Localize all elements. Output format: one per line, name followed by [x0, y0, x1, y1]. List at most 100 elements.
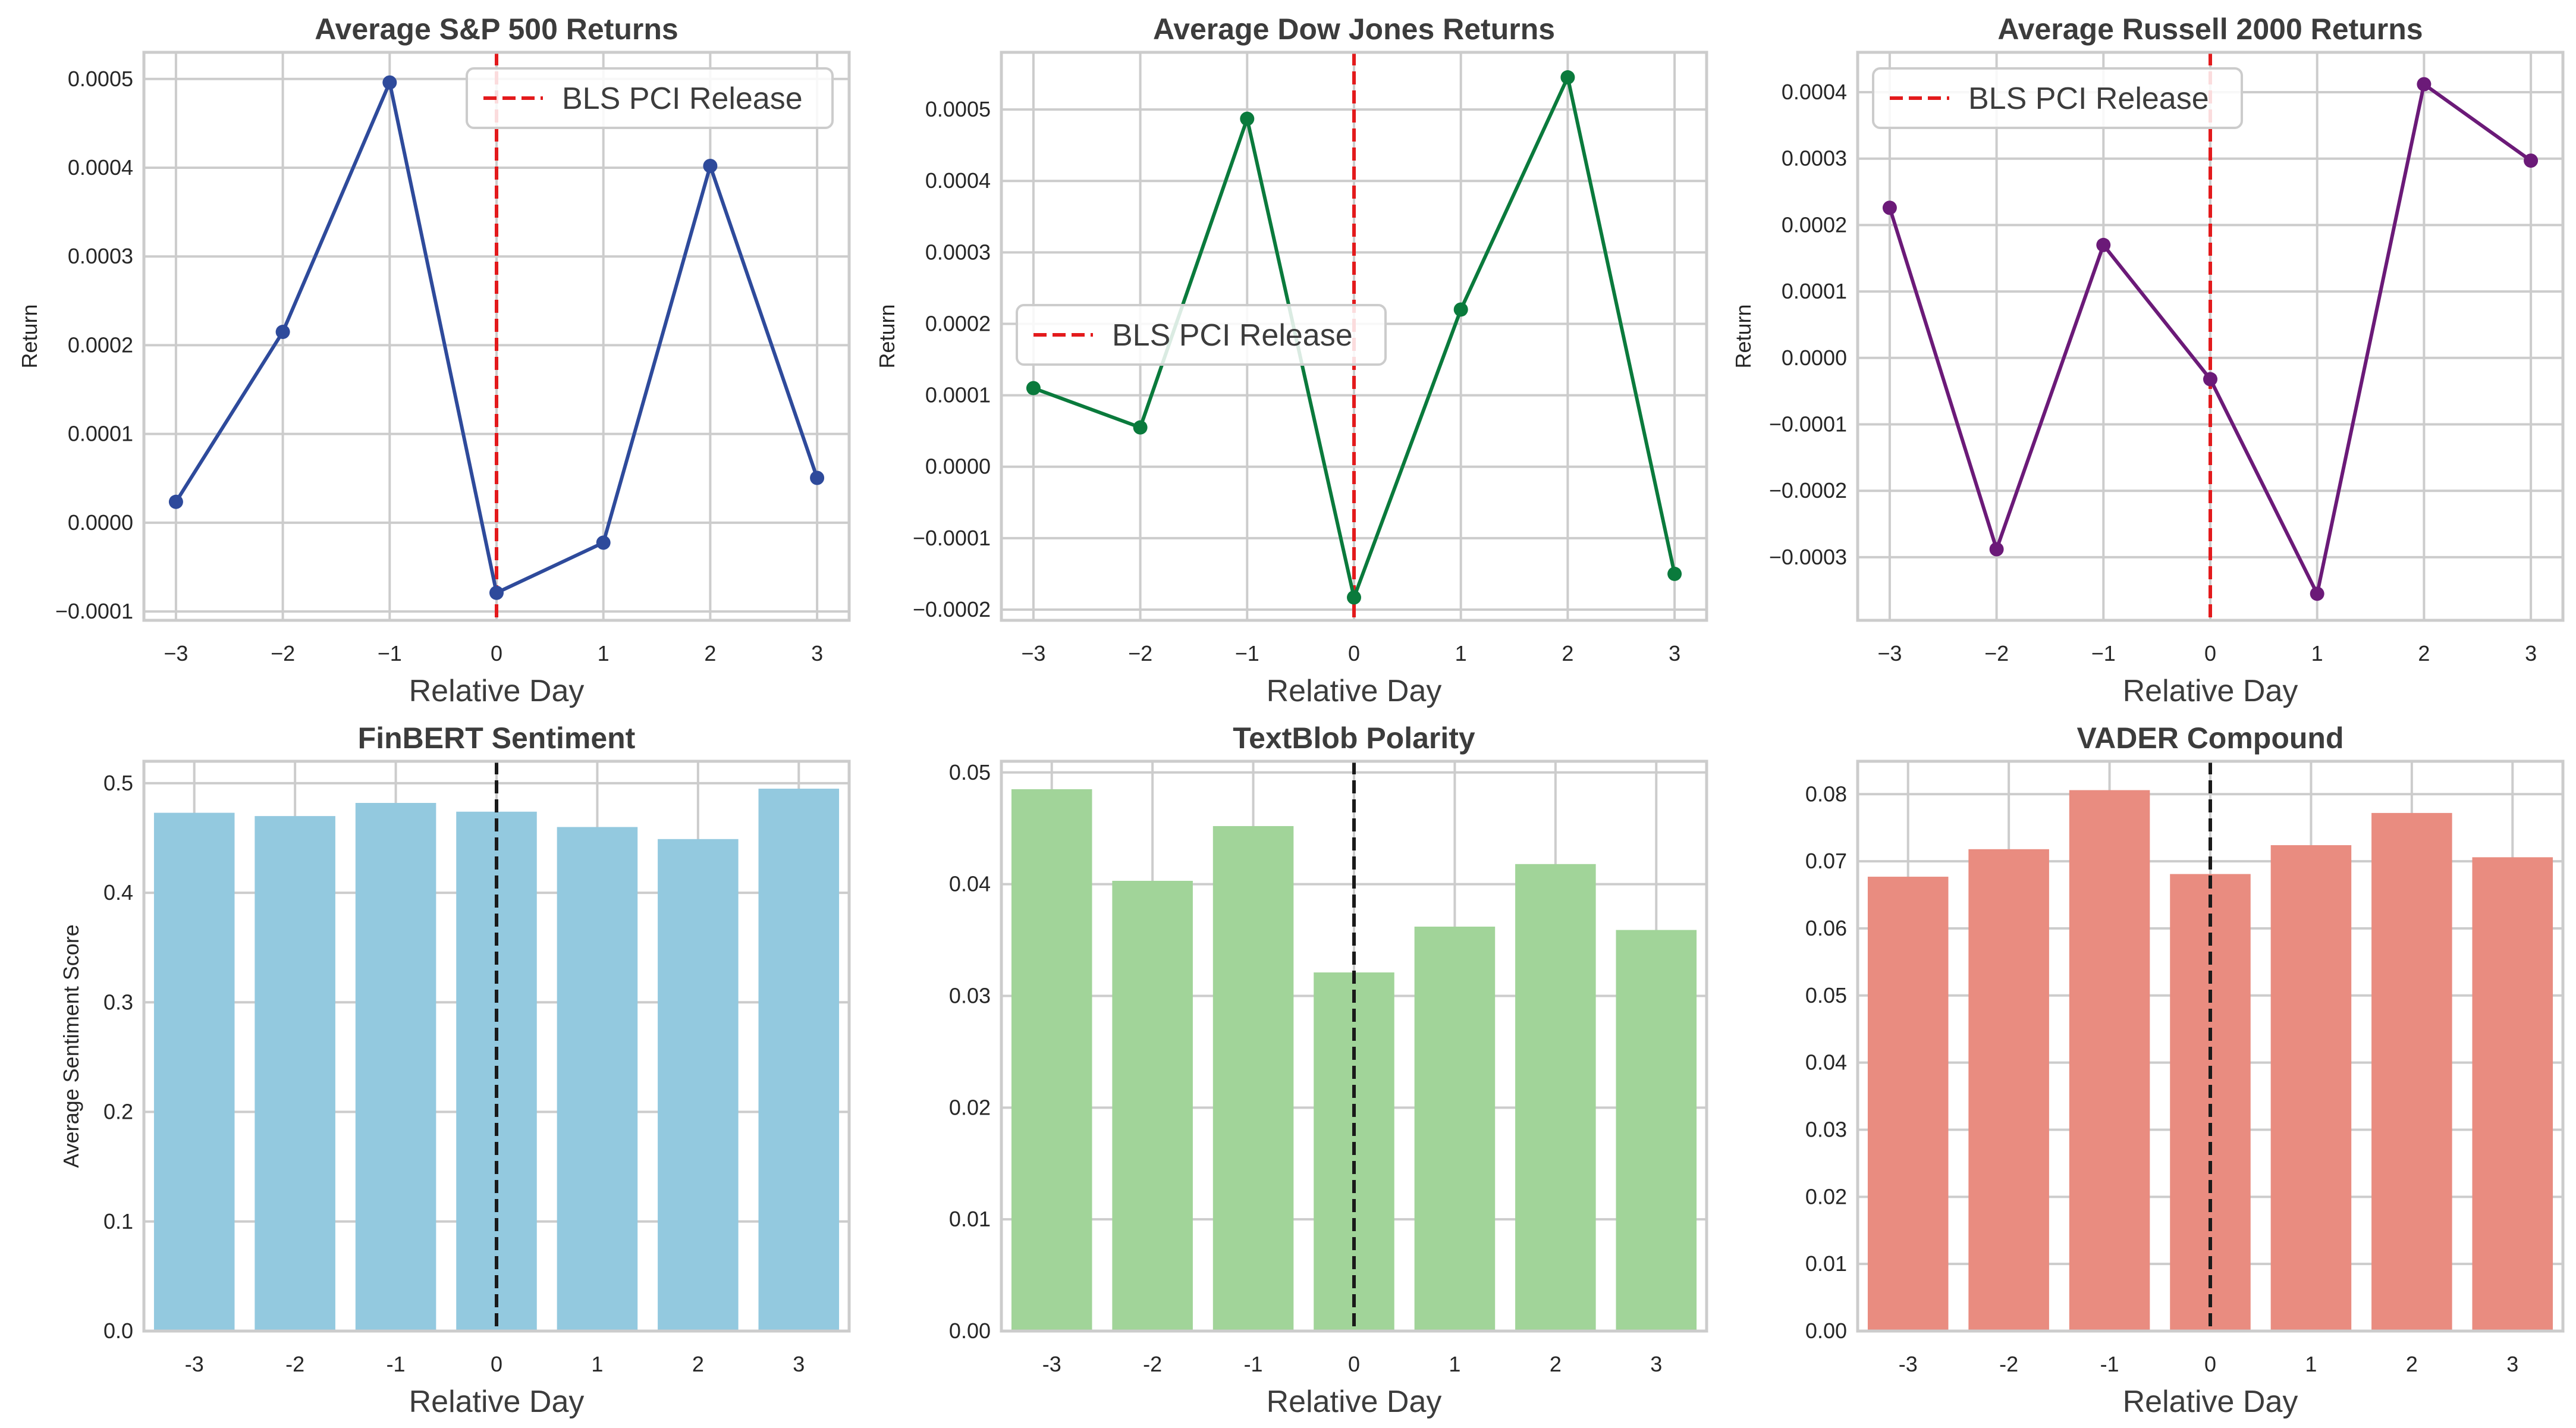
bar--1 — [355, 803, 436, 1331]
x-axis-label: Relative Day — [409, 1385, 585, 1419]
x-axis-label: Relative Day — [2123, 674, 2298, 708]
bar--3 — [1867, 877, 1949, 1331]
legend-box — [1872, 67, 2243, 129]
y-tick-label: −0.0001 — [55, 599, 133, 623]
y-tick-label: 0.2 — [103, 1100, 133, 1124]
y-tick-label: 0.0001 — [1782, 279, 1847, 303]
x-tick-label: -1 — [387, 1352, 406, 1376]
bar-3 — [758, 789, 840, 1331]
chart-title: Average Russell 2000 Returns — [1997, 12, 2423, 46]
x-tick-label: −2 — [1984, 641, 2009, 666]
data-point — [703, 159, 718, 173]
y-tick-label: 0.0004 — [1782, 80, 1847, 104]
plot-frame — [142, 51, 851, 622]
y-tick-label: 0.03 — [1805, 1117, 1847, 1141]
data-point — [2524, 153, 2539, 168]
x-tick-label: 3 — [2525, 641, 2537, 666]
y-tick-label: 0.04 — [949, 872, 991, 896]
bar--2 — [1968, 849, 2049, 1331]
y-tick-label: −0.0002 — [913, 597, 991, 622]
y-tick-label: 0.00 — [949, 1319, 991, 1343]
y-tick-label: 0.0003 — [1782, 146, 1847, 171]
y-tick-label: 0.0002 — [1782, 212, 1847, 237]
x-tick-label: -3 — [185, 1352, 204, 1376]
y-tick-label: 0.0004 — [925, 168, 991, 193]
data-point — [1560, 70, 1575, 85]
y-tick-label: −0.0001 — [1769, 412, 1847, 436]
y-tick-label: 0.03 — [949, 983, 991, 1008]
data-point — [1133, 420, 1148, 435]
y-tick-label: 0.04 — [1805, 1050, 1847, 1075]
data-point — [1026, 381, 1041, 396]
x-tick-label: 0 — [1348, 1352, 1360, 1376]
legend-label: BLS PCI Release — [562, 81, 803, 116]
data-point — [2417, 77, 2432, 92]
y-tick-label: 0.06 — [1805, 916, 1847, 940]
x-tick-label: −2 — [1128, 641, 1152, 666]
x-tick-label: −2 — [271, 641, 295, 666]
y-tick-label: 0.0000 — [925, 454, 991, 479]
data-point — [489, 585, 504, 600]
x-tick-label: 1 — [1449, 1352, 1460, 1376]
bar--2 — [255, 816, 335, 1331]
y-axis-label: Return — [875, 304, 899, 368]
y-tick-label: 0.05 — [1805, 983, 1847, 1008]
x-tick-label: 0 — [491, 1352, 502, 1376]
plot-frame — [1856, 51, 2565, 622]
y-tick-label: 0.0000 — [68, 510, 133, 535]
x-tick-label: 1 — [598, 641, 610, 666]
y-tick-label: 0.0001 — [68, 422, 133, 446]
y-tick-label: 0.07 — [1805, 849, 1847, 873]
x-axis-label: Relative Day — [2123, 1385, 2298, 1419]
y-tick-label: 0.02 — [1805, 1184, 1847, 1209]
x-tick-label: -3 — [1042, 1352, 1061, 1376]
x-tick-label: 3 — [2506, 1352, 2518, 1376]
x-tick-label: 0 — [491, 641, 502, 666]
chart-panel-1: −0.0001 0.0000 0.0001 0.0002 0.0003 0.0004 0.0… — [17, 12, 851, 708]
bar--1 — [1212, 826, 1294, 1331]
y-tick-label: 0.05 — [949, 760, 991, 784]
y-tick-label: 0.01 — [1805, 1251, 1847, 1276]
bar-2 — [658, 839, 739, 1331]
x-tick-label: 2 — [692, 1352, 704, 1376]
x-tick-label: 2 — [1562, 641, 1573, 666]
x-tick-label: 3 — [811, 641, 823, 666]
x-tick-label: 1 — [591, 1352, 603, 1376]
plot-frame — [1000, 759, 1708, 1333]
data-point — [2096, 237, 2111, 252]
x-tick-label: 0 — [1348, 641, 1360, 666]
y-tick-label: 0.0003 — [925, 240, 991, 264]
y-tick-label: 0.00 — [1805, 1319, 1847, 1343]
x-tick-label: 2 — [704, 641, 716, 666]
data-point — [2203, 372, 2217, 387]
bar-0 — [2170, 874, 2251, 1331]
y-tick-label: 0.1 — [103, 1209, 133, 1234]
chart-panel-6: 0.00 0.01 0.02 0.03 0.04 0.05 0.06 0.07 0.08 -3 -2… — [1805, 721, 2565, 1419]
x-tick-label: -3 — [1899, 1352, 1918, 1376]
bar--3 — [153, 812, 235, 1331]
plot-frame — [142, 759, 851, 1333]
chart-title: Average Dow Jones Returns — [1153, 12, 1555, 46]
bar--1 — [2069, 790, 2150, 1331]
x-tick-label: −1 — [2091, 641, 2116, 666]
bar-3 — [2472, 857, 2553, 1331]
y-axis-label: Average Sentiment Score — [59, 924, 83, 1168]
x-tick-label: -1 — [1244, 1352, 1263, 1376]
data-point — [2310, 586, 2324, 601]
y-axis-label: Return — [1731, 304, 1755, 368]
x-tick-label: -2 — [1999, 1352, 2018, 1376]
bar--3 — [1011, 789, 1092, 1331]
x-tick-label: 3 — [1669, 641, 1680, 666]
bar-1 — [1414, 927, 1496, 1331]
data-point — [168, 494, 183, 509]
x-tick-label: −3 — [1877, 641, 1902, 666]
chart-panel-2: −0.0002 −0.0001 0.0000 0.0001 0.0002 0.0003 0.… — [875, 12, 1708, 708]
data-point — [382, 75, 397, 90]
y-tick-label: 0.02 — [949, 1095, 991, 1119]
x-tick-label: -2 — [285, 1352, 304, 1376]
chart-panel-3: −0.0003 −0.0002 −0.0001 0.0000 0.0001 0.0002 0… — [1731, 12, 2565, 708]
x-tick-label: −3 — [1021, 641, 1045, 666]
legend-label: BLS PCI Release — [1968, 81, 2209, 116]
x-tick-label: 1 — [2305, 1352, 2317, 1376]
